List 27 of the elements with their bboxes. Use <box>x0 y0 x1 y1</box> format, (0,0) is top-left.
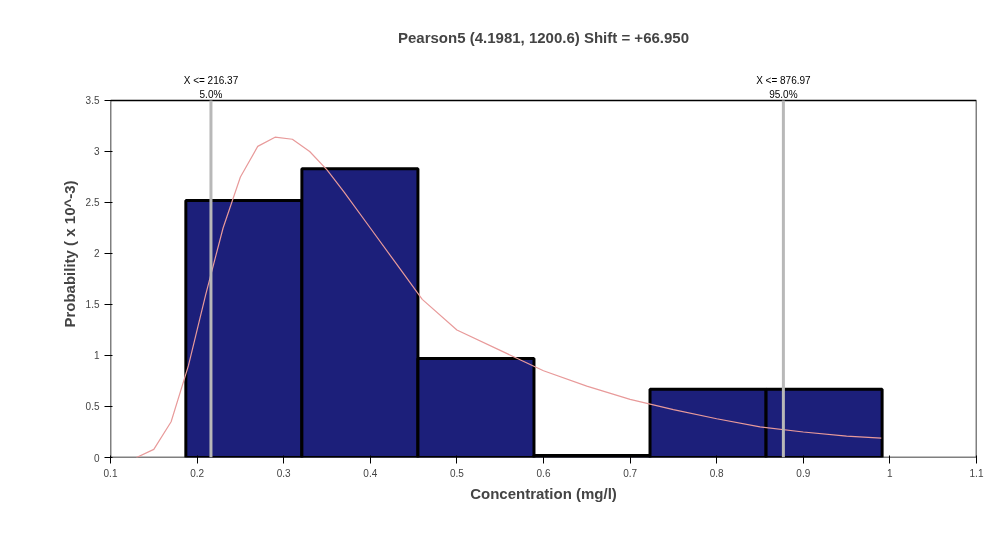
x-tick-label: 0.6 <box>536 467 551 479</box>
y-tick-label: 1 <box>93 350 100 362</box>
x-tick-label: 0.3 <box>276 467 292 479</box>
x-tick-label: 0.7 <box>623 467 638 479</box>
x-tick-label: 0.5 <box>449 467 465 479</box>
y-tick-label: 0 <box>93 452 100 464</box>
y-tick-label: 2 <box>93 248 100 260</box>
x-tick-label: 0.2 <box>190 467 205 479</box>
x-tick-label: 0.8 <box>709 467 725 479</box>
x-tick-label: 1 <box>887 467 894 479</box>
y-tick-label: 1.5 <box>85 299 100 311</box>
text: 5.0% <box>199 89 223 101</box>
x-axis-title: Concentration (mg/l) <box>470 484 617 502</box>
x-tick-label: 0.9 <box>796 467 811 479</box>
y-tick-label: 2.5 <box>85 197 100 209</box>
y-tick-label: 0.5 <box>85 401 100 413</box>
text: 95.0% <box>769 89 798 101</box>
y-tick-label: 3 <box>93 146 100 158</box>
chart-title: Pearson5 (4.1981, 1200.6) Shift = +66.950 <box>397 28 690 46</box>
y-axis-title: Probability ( x 10^-3) <box>60 180 78 328</box>
line-series <box>135 136 882 458</box>
x-tick-label: 0.4 <box>363 467 378 479</box>
text: X <= 876.97 <box>756 75 812 87</box>
x-tick-label: 0.1 <box>103 467 118 479</box>
y-tick-label: 3.5 <box>85 95 100 107</box>
x-tick-label: 1.1 <box>969 467 984 479</box>
text: X <= 216.37 <box>183 75 239 87</box>
